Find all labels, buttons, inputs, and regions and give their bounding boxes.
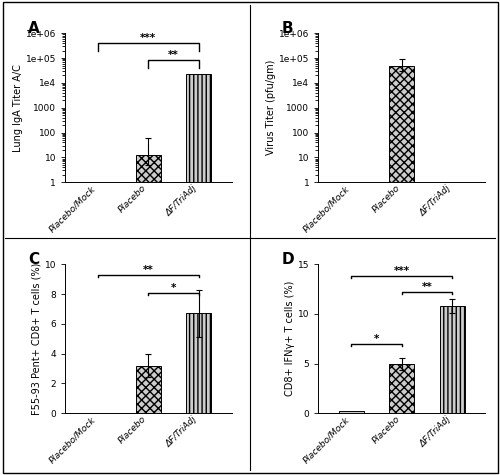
Bar [440, 306, 465, 413]
Bar [136, 155, 161, 475]
Text: A: A [28, 21, 40, 36]
Bar [389, 363, 414, 413]
Text: B: B [282, 21, 294, 36]
Bar [338, 411, 364, 413]
Text: *: * [374, 334, 379, 344]
Text: **: ** [143, 265, 154, 275]
Bar [136, 366, 161, 413]
Bar [186, 314, 212, 413]
Y-axis label: Virus Titer (pfu/gm): Virus Titer (pfu/gm) [266, 60, 276, 155]
Text: ***: *** [394, 266, 409, 276]
Text: C: C [28, 252, 40, 267]
Text: D: D [282, 252, 294, 267]
Text: ***: *** [140, 33, 156, 43]
Y-axis label: Lung IgA Titer A/C: Lung IgA Titer A/C [13, 64, 23, 152]
Text: **: ** [422, 282, 432, 292]
Bar [186, 75, 212, 475]
Text: *: * [171, 283, 176, 293]
Bar [389, 66, 414, 475]
Text: **: ** [168, 50, 179, 60]
Y-axis label: CD8+ IFNγ+ T cells (%): CD8+ IFNγ+ T cells (%) [285, 281, 295, 397]
Y-axis label: F55-93 Pent+ CD8+ T cells (%): F55-93 Pent+ CD8+ T cells (%) [32, 263, 42, 415]
